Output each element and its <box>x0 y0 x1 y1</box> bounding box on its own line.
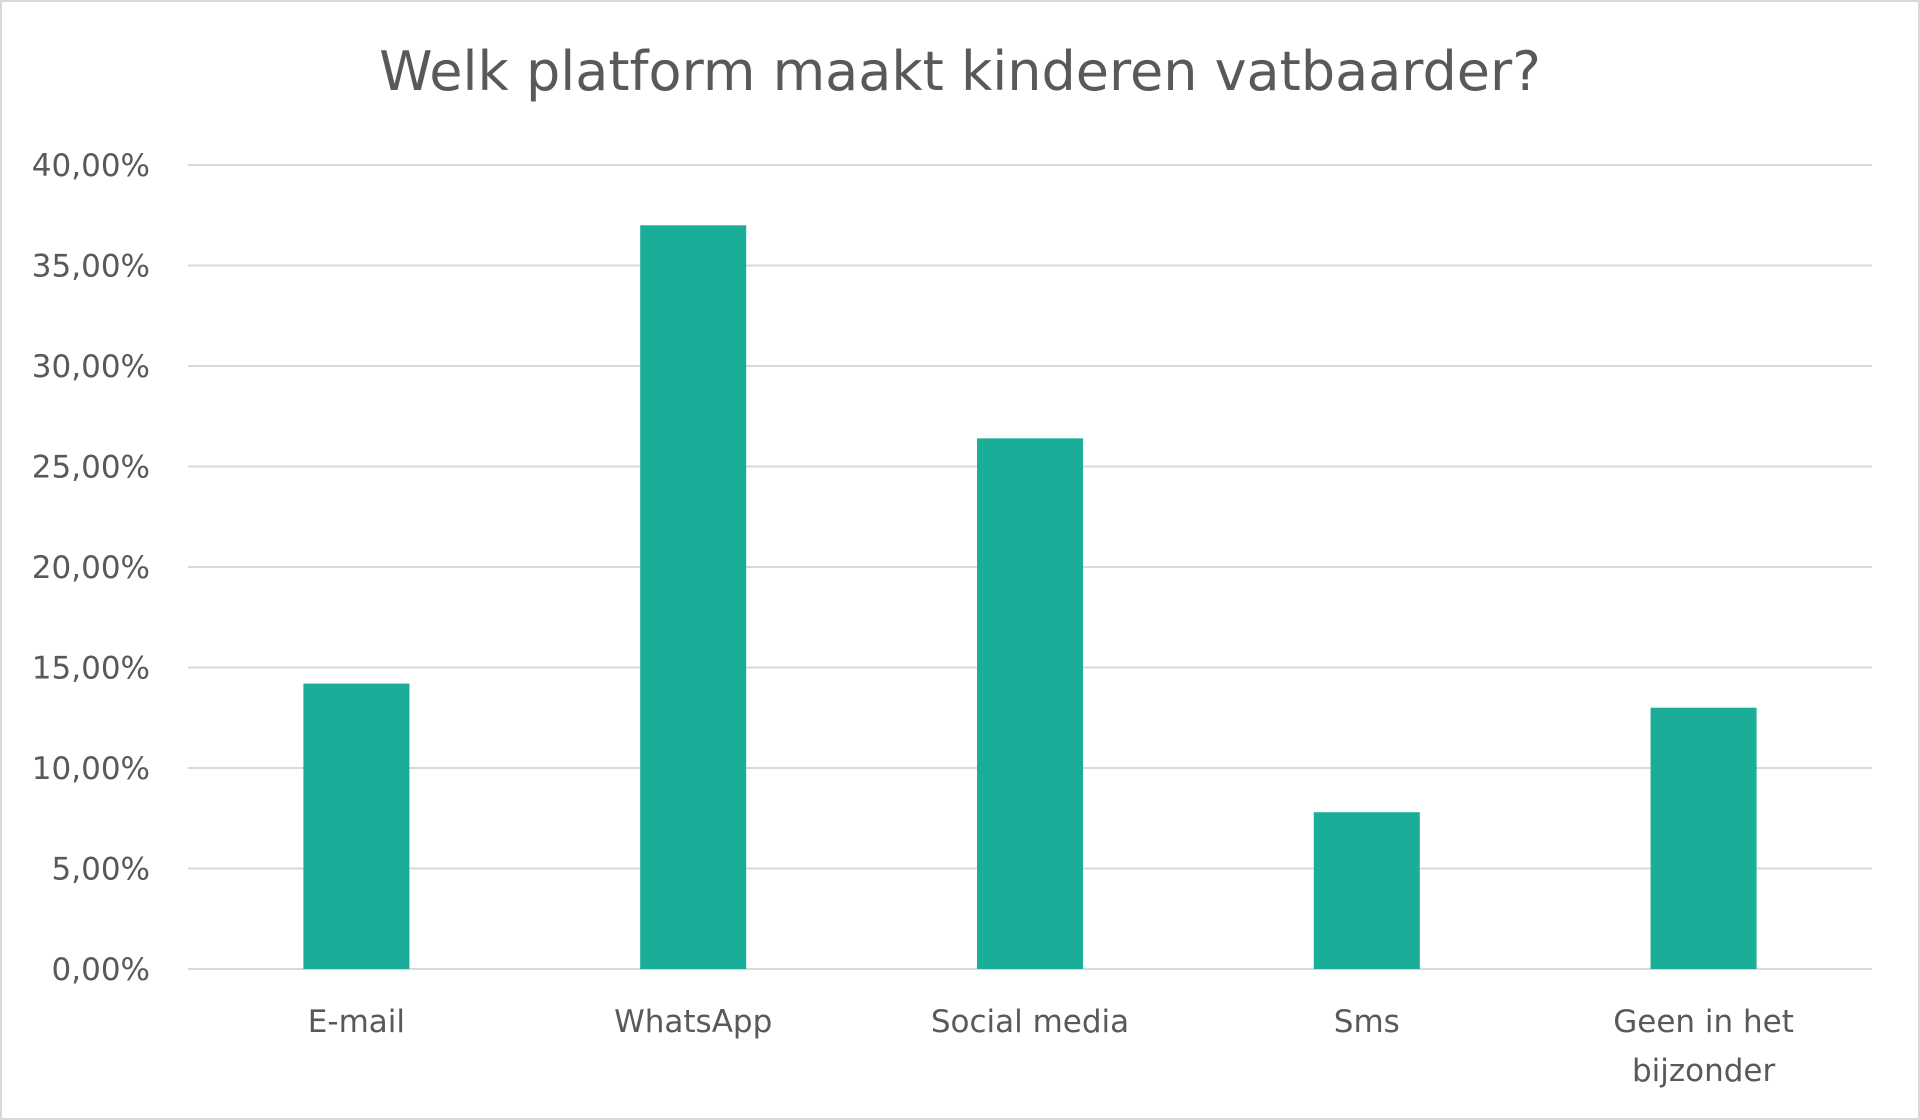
x-category-label: bijzonder <box>1632 1053 1776 1089</box>
bar-social-media <box>977 438 1083 969</box>
y-tick-label: 0,00% <box>52 952 150 988</box>
x-category-label: WhatsApp <box>614 1004 772 1040</box>
x-category-label: Geen in het <box>1613 1004 1794 1040</box>
bar-sms <box>1313 812 1420 969</box>
y-tick-label: 30,00% <box>32 349 150 385</box>
bars <box>303 225 1757 970</box>
y-tick-label: 35,00% <box>32 249 150 285</box>
y-tick-label: 15,00% <box>32 651 150 687</box>
y-axis-tick-labels: 0,00% 5,00% 10,00% 15,00% 20,00% 25,00% 30,00%… <box>32 148 150 988</box>
bar-geen-in-het-bijzonder <box>1650 707 1757 969</box>
bar-e-mail <box>303 683 410 969</box>
chart-title: Welk platform maakt kinderen vatbaarder? <box>379 40 1541 103</box>
bar-whatsapp <box>640 225 747 970</box>
x-category-label: Social media <box>931 1004 1129 1040</box>
x-category-label: Sms <box>1334 1004 1400 1040</box>
x-axis-category-labels: E-mail WhatsApp Social media Sms Geen in het… <box>308 1004 1794 1089</box>
y-tick-label: 20,00% <box>32 550 150 586</box>
x-category-label: E-mail <box>308 1004 405 1040</box>
y-tick-label: 5,00% <box>52 852 150 888</box>
y-tick-label: 40,00% <box>32 148 150 184</box>
y-tick-label: 10,00% <box>32 751 150 787</box>
y-tick-label: 25,00% <box>32 450 150 486</box>
